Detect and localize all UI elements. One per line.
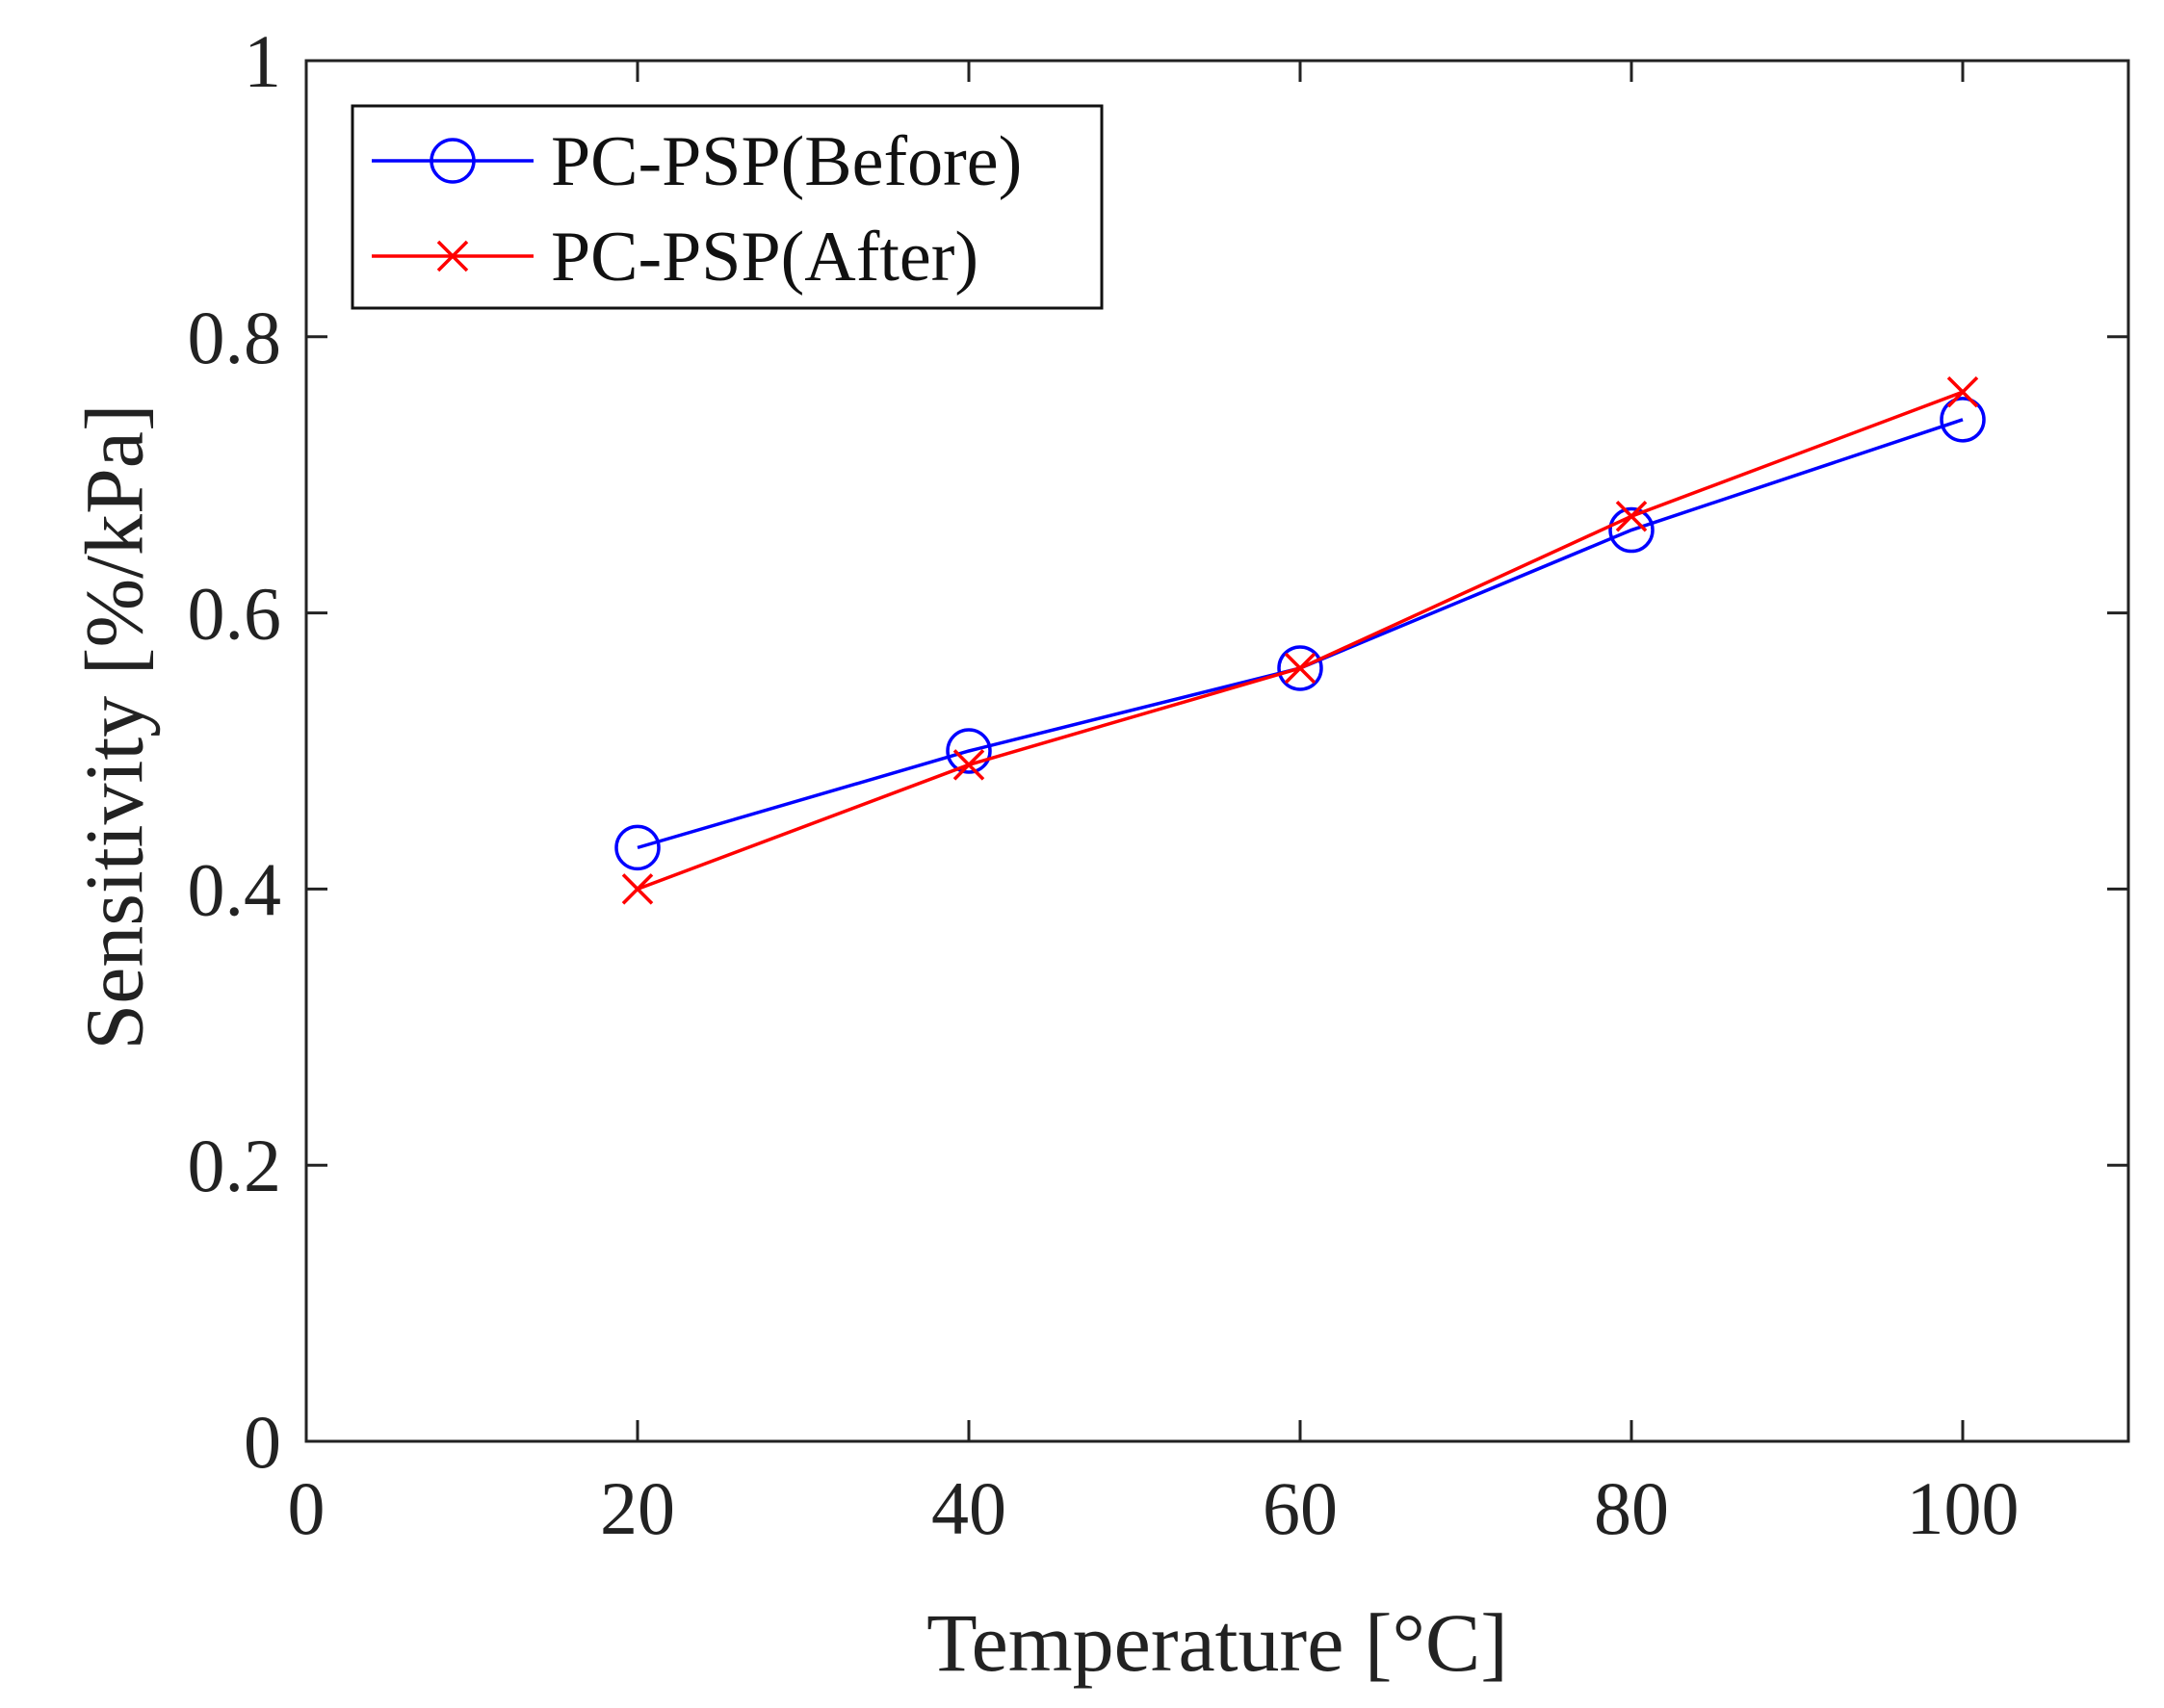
series-2 (621, 375, 1979, 905)
data-point (621, 873, 654, 905)
legend: PC-PSP(Before) PC-PSP(After) (351, 104, 1104, 310)
y-tick-label: 1 (244, 19, 281, 103)
data-point (1284, 652, 1317, 685)
legend-entry: PC-PSP(After) (372, 218, 978, 297)
ticks-layer (304, 59, 2128, 1443)
series-layer (614, 375, 1986, 905)
legend-label: PC-PSP(After) (551, 218, 978, 297)
plot-area-frame (304, 59, 2130, 1443)
legend-entry: PC-PSP(Before) (372, 122, 1022, 201)
x-tick-label: 60 (1263, 1466, 1338, 1550)
legend-entries: PC-PSP(Before) PC-PSP(After) (372, 122, 1022, 297)
legend-marker (430, 138, 476, 184)
x-tick-label: 40 (931, 1466, 1006, 1550)
data-point (1940, 397, 1986, 443)
legend-box (351, 104, 1104, 310)
y-tick-label: 0.6 (188, 572, 282, 656)
data-point (1615, 500, 1648, 532)
data-point (614, 824, 661, 871)
y-tick-label: 0.4 (188, 847, 282, 931)
x-tick-label: 80 (1594, 1466, 1669, 1550)
y-tick-label: 0.8 (188, 296, 282, 379)
data-point (1946, 375, 1979, 408)
y-axis-title: Sensitivity [%/kPa] (68, 403, 161, 1049)
y-tick-label: 0.2 (188, 1124, 282, 1207)
data-point (946, 728, 992, 774)
x-tick-label: 100 (1907, 1466, 2020, 1550)
data-point (952, 749, 985, 781)
x-tick-label: 20 (600, 1466, 675, 1550)
data-point (1608, 506, 1655, 554)
y-tick-labels: 0 0.2 0.4 0.6 0.8 1 (188, 19, 282, 1484)
x-tick-label: 0 (288, 1466, 326, 1550)
y-tick-label: 0 (244, 1400, 281, 1484)
x-axis-title: Temperature [°C] (926, 1596, 1508, 1689)
legend-marker (436, 240, 469, 272)
data-point (1277, 645, 1323, 691)
legend-label: PC-PSP(Before) (551, 122, 1022, 201)
x-tick-labels: 0 20 40 60 80 100 (288, 1466, 2020, 1550)
